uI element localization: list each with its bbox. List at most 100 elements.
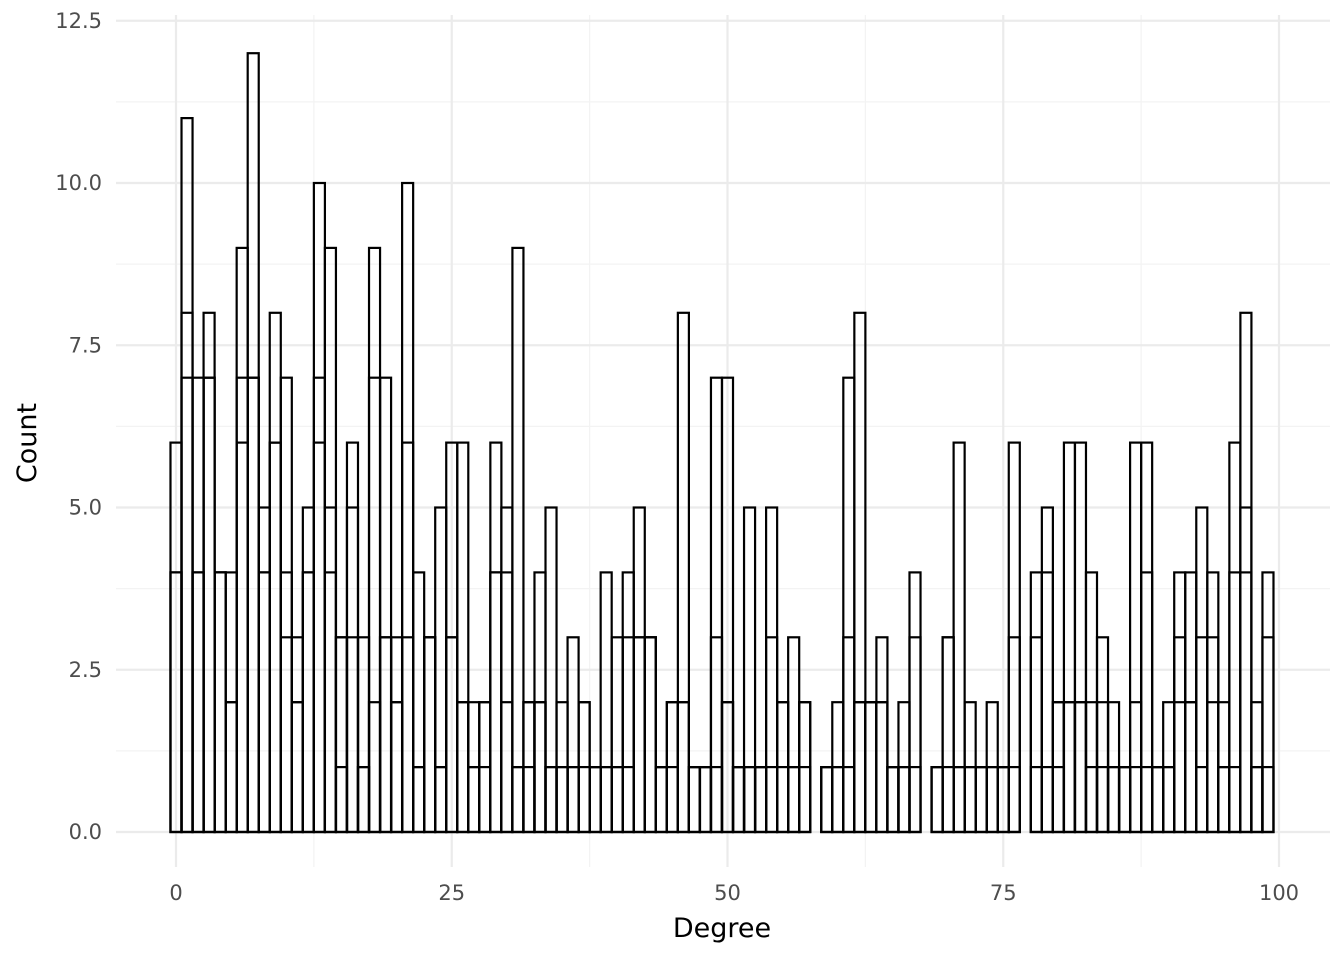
- histogram-bar: [687, 765, 702, 834]
- histogram-bar: [952, 765, 966, 834]
- histogram-bar: [1151, 765, 1165, 834]
- histogram-bar: [842, 636, 856, 834]
- histogram-bar: [367, 376, 382, 834]
- histogram-bar: [610, 765, 624, 834]
- histogram-bar: [654, 765, 668, 834]
- histogram-bar: [290, 636, 304, 834]
- histogram-bar: [1073, 701, 1088, 834]
- histogram-bar: [555, 765, 569, 834]
- histogram-bar: [367, 246, 382, 834]
- histogram-bar: [1007, 765, 1021, 834]
- histogram-bar: [213, 571, 227, 834]
- histogram-bar: [345, 636, 360, 834]
- histogram-bar: [423, 636, 437, 834]
- histogram-bar: [1106, 765, 1121, 834]
- x-axis-ticks: 0 25 50 75 100: [169, 881, 1299, 905]
- histogram-bar: [875, 636, 889, 834]
- histogram-bar: [1151, 765, 1165, 834]
- histogram-bar: [599, 765, 613, 834]
- histogram-bar: [1029, 765, 1043, 834]
- histogram-bar: [235, 246, 249, 834]
- histogram-bar: [588, 765, 602, 834]
- histogram-bar: [886, 765, 900, 834]
- histogram-bar: [522, 765, 536, 834]
- histogram-bar: [676, 701, 690, 834]
- histogram-bar: [831, 765, 845, 834]
- x-axis-title: Degree: [673, 913, 771, 944]
- histogram-bar: [787, 636, 801, 834]
- histogram-bar: [202, 311, 216, 834]
- histogram-bar: [1206, 636, 1220, 834]
- histogram-bar: [533, 701, 547, 834]
- histogram-bar: [820, 765, 834, 834]
- y-tick-label: 12.5: [55, 9, 102, 33]
- histogram-bar: [1040, 765, 1054, 834]
- histogram-bar: [1128, 441, 1143, 834]
- histogram-bar: [279, 636, 293, 834]
- histogram-bar: [709, 376, 724, 834]
- histogram-bar: [1029, 571, 1043, 834]
- histogram-bar: [941, 765, 955, 834]
- histogram-bar: [1206, 701, 1220, 834]
- histogram-bar: [1095, 765, 1110, 834]
- histogram-bar: [930, 765, 944, 834]
- histogram-bar: [334, 636, 349, 834]
- histogram-bar: [1228, 765, 1242, 834]
- histogram-bar: [621, 636, 635, 834]
- histogram-bar: [875, 701, 889, 834]
- histogram-bar: [787, 765, 801, 834]
- histogram-bar: [908, 571, 922, 834]
- x-tick-label: 50: [714, 881, 741, 905]
- histogram-bar: [1128, 765, 1143, 834]
- histogram-bar: [423, 636, 437, 834]
- histogram-bar: [191, 376, 205, 834]
- histogram-bar: [820, 765, 834, 834]
- histogram-bar: [1117, 765, 1132, 834]
- histogram-bar: [213, 571, 227, 834]
- histogram-bar: [412, 765, 426, 834]
- histogram-bar: [621, 571, 635, 834]
- histogram-bar: [1007, 636, 1021, 834]
- histogram-bar: [731, 765, 746, 834]
- histogram-bar: [632, 636, 646, 834]
- histogram-bar: [1140, 441, 1154, 834]
- histogram-bar: [257, 571, 271, 834]
- histogram-bar: [202, 376, 216, 834]
- histogram-bar: [1084, 765, 1099, 834]
- histogram-bar: [191, 571, 205, 834]
- histogram-bar: [489, 441, 503, 834]
- histogram-bar: [566, 765, 580, 834]
- histogram-bar: [941, 636, 955, 834]
- histogram-bar: [974, 765, 988, 834]
- histogram-bar: [268, 441, 282, 834]
- histogram-bar: [423, 636, 437, 834]
- histogram-bar: [389, 701, 404, 834]
- histogram-bar: [456, 441, 470, 834]
- histogram-bar: [544, 765, 558, 834]
- histogram-bar: [1151, 765, 1165, 834]
- histogram-bar: [180, 116, 194, 834]
- histogram-bar: [753, 765, 768, 834]
- histogram-bar: [544, 765, 558, 834]
- histogram-bar: [709, 636, 724, 834]
- histogram-bar: [952, 765, 966, 834]
- histogram-bar: [191, 571, 205, 834]
- histogram-bar: [643, 636, 657, 834]
- histogram-bar: [875, 701, 889, 834]
- histogram-bar: [599, 765, 613, 834]
- histogram-bar: [389, 701, 404, 834]
- histogram-bar: [1184, 701, 1198, 834]
- histogram-bar: [478, 765, 492, 834]
- histogram-bar: [941, 636, 955, 834]
- histogram-bar: [765, 636, 779, 834]
- histogram-bar: [180, 376, 194, 834]
- histogram-bar: [1140, 765, 1154, 834]
- histogram-bar: [378, 376, 393, 834]
- y-axis-ticks: 0.0 2.5 5.0 7.5 10.0 12.5: [55, 9, 102, 844]
- histogram-bar: [1195, 636, 1209, 834]
- histogram-bar: [246, 376, 260, 834]
- histogram-bar: [257, 571, 271, 834]
- histogram-bar: [467, 765, 481, 834]
- histogram-bar: [1250, 765, 1264, 834]
